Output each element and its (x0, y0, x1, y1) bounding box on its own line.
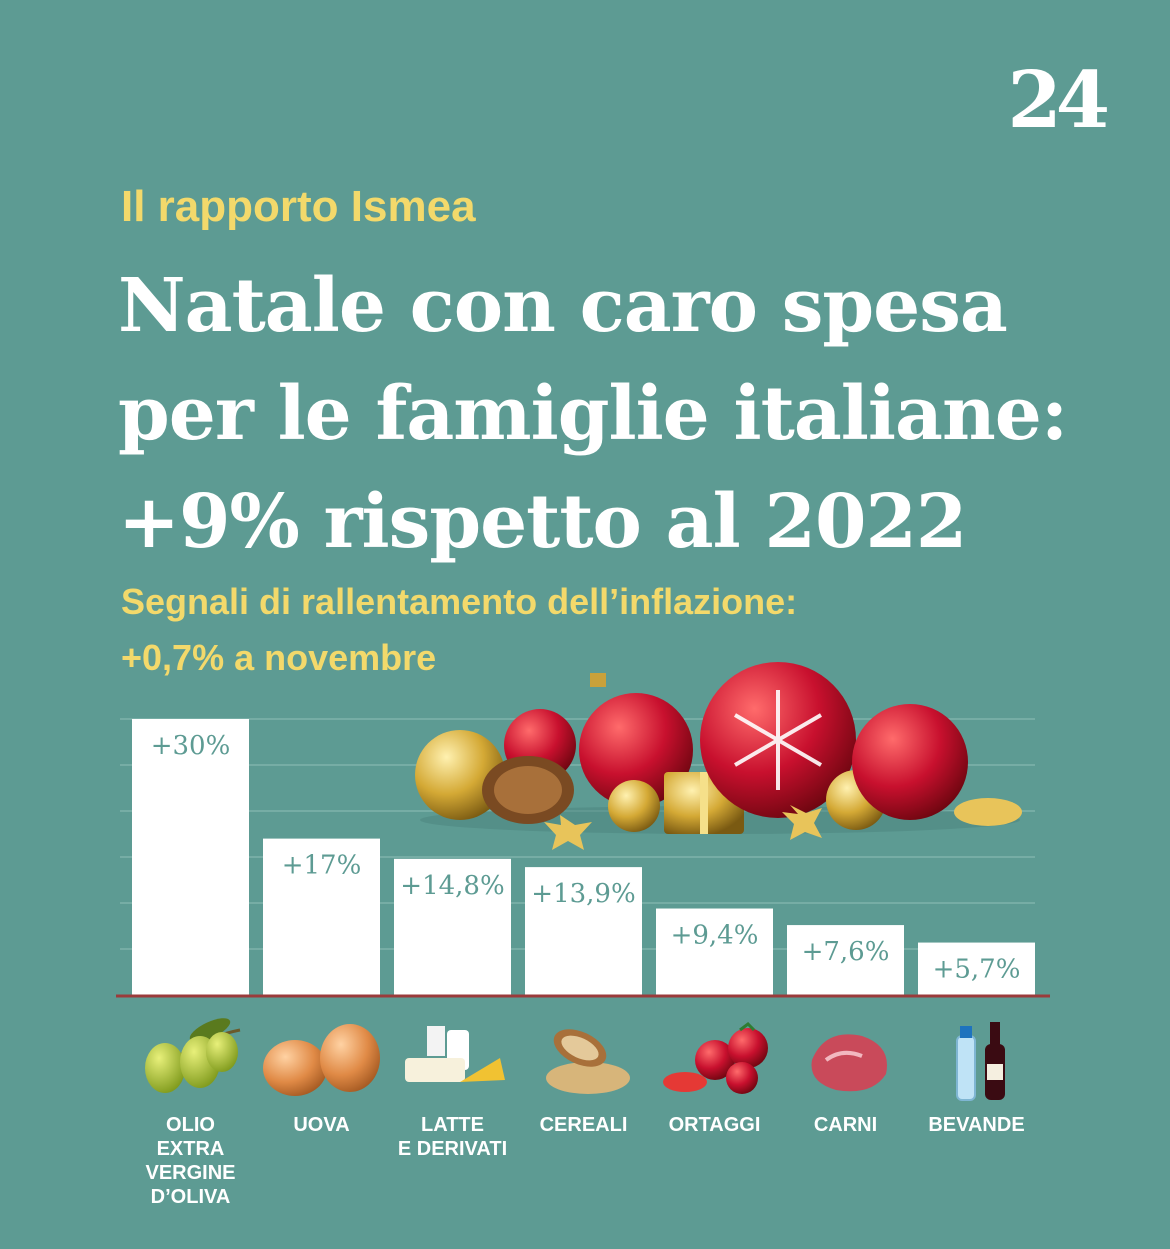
category-label: UOVA (293, 1114, 349, 1136)
headline-line-2: per le famiglie italiane: (118, 371, 1068, 457)
olive-icon (145, 1018, 241, 1093)
cereals-icon (546, 1029, 630, 1094)
headline: Natale con caro spesa per le famiglie it… (118, 252, 1128, 576)
category-label-line: E DERIVATI (398, 1138, 507, 1160)
bars (132, 719, 1035, 995)
category-label-line: D’OLIVA (151, 1186, 231, 1208)
category-label-line: CARNI (814, 1114, 877, 1136)
bar-6 (918, 942, 1035, 995)
meat-icon (811, 1034, 887, 1092)
category-label: ORTAGGI (669, 1114, 761, 1136)
category-label: OLIO EXTRA VERGINE D’OLIVA (145, 1114, 235, 1208)
subhead-line-2: +0,7% a novembre (121, 637, 437, 678)
category-label-line: VERGINE (145, 1162, 235, 1184)
drinks-icon (956, 1022, 1005, 1101)
bar-value-label: +9,4% (671, 921, 759, 951)
kicker: Il rapporto Ismea (121, 182, 476, 231)
dairy-icon (405, 1026, 505, 1082)
category-label: CEREALI (540, 1114, 628, 1136)
eggs-icon (263, 1024, 380, 1096)
bar-5 (787, 925, 904, 995)
tomatoes-icon (663, 1022, 768, 1094)
bar-value-label: +30% (151, 731, 231, 761)
category-label-line: BEVANDE (928, 1114, 1024, 1136)
bar-2 (394, 858, 511, 995)
christmas-ornaments-illustration (415, 662, 1022, 850)
category-labels: OLIO EXTRA VERGINE D’OLIVA UOVA LATTE E DERIVA… (145, 1114, 1024, 1208)
value-labels: +30% +17% +14,8% +13,9% +9,4% +7,6% +5,7% (151, 731, 1021, 985)
bar-value-label: +17% (282, 851, 362, 881)
bar-4 (656, 908, 773, 995)
category-label: CARNI (814, 1114, 877, 1136)
headline-line-1: Natale con caro spesa (118, 263, 1008, 349)
bar-value-label: +14,8% (400, 871, 504, 901)
bar-value-label: +13,9% (531, 879, 635, 909)
bar-1 (263, 838, 380, 995)
headline-line-3: +9% rispetto al 2022 (118, 479, 967, 565)
category-label-line: UOVA (293, 1114, 349, 1136)
subhead-line-1: Segnali di rallentamento dell’inflazione… (121, 581, 798, 622)
subhead: Segnali di rallentamento dell’inflazione… (121, 574, 797, 686)
bar-value-label: +5,7% (933, 955, 1021, 985)
category-label-line: ORTAGGI (669, 1114, 761, 1136)
category-label: BEVANDE (928, 1114, 1024, 1136)
category-label-line: CEREALI (540, 1114, 628, 1136)
category-label-line: EXTRA (157, 1138, 225, 1160)
category-icons (145, 1018, 1005, 1101)
bar-0 (132, 719, 249, 995)
category-label-line: OLIO (166, 1114, 215, 1136)
category-label: LATTE E DERIVATI (398, 1114, 507, 1160)
logo-24: 24 (1007, 55, 1110, 146)
category-label-line: LATTE (421, 1114, 484, 1136)
bar-3 (525, 867, 642, 995)
bar-value-label: +7,6% (802, 937, 890, 967)
